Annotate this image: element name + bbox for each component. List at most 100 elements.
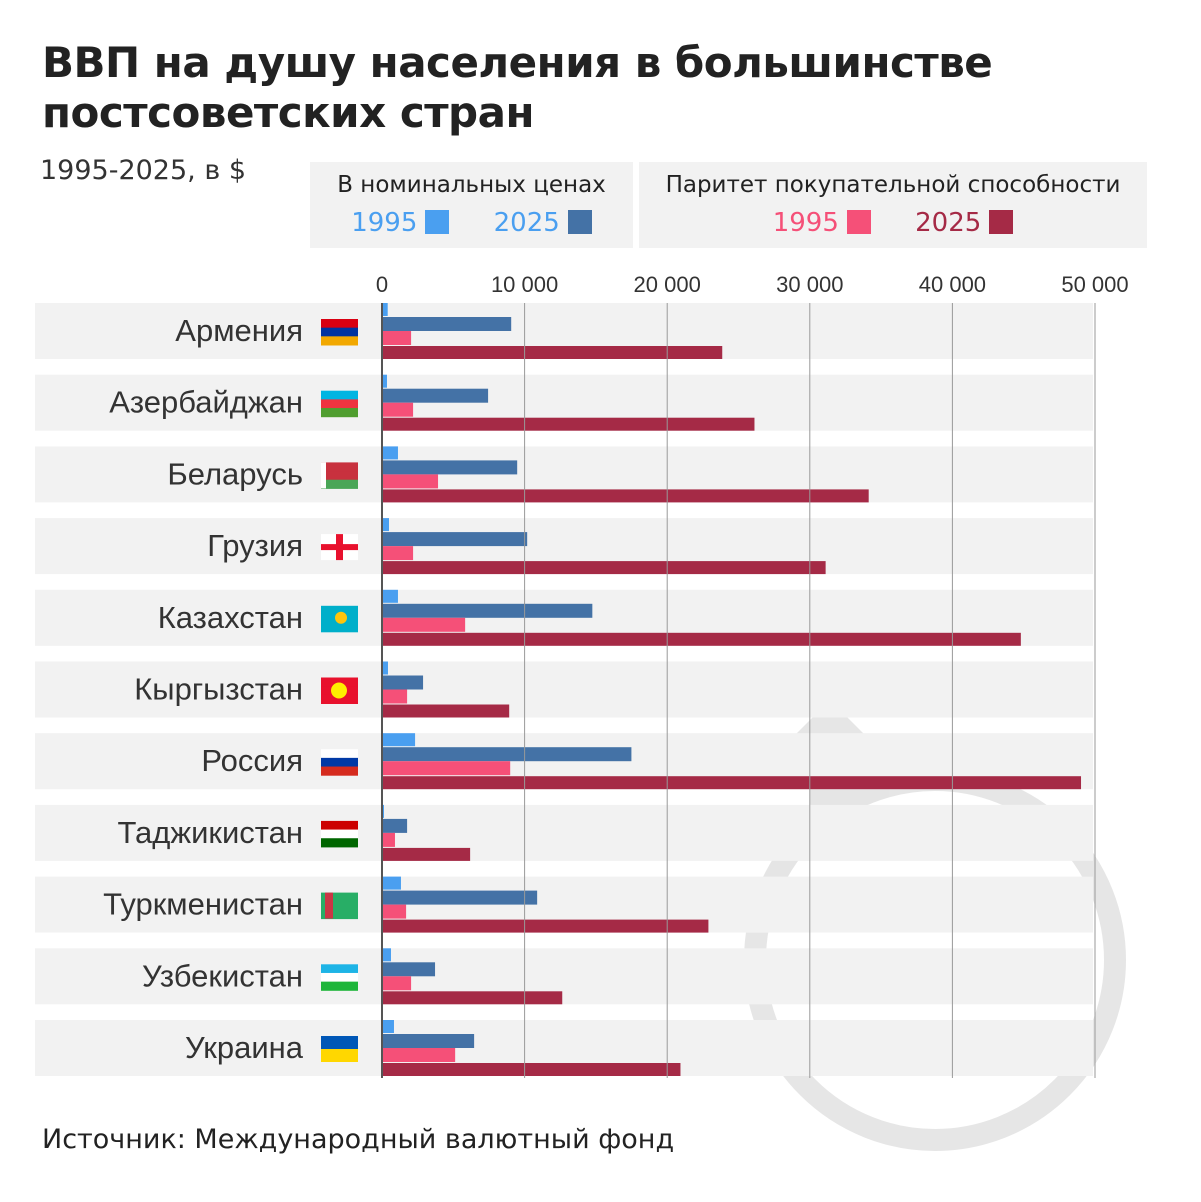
flag-sun [331, 682, 347, 699]
bar-ppp-1995 [383, 832, 395, 847]
bar-nominal-2025 [383, 818, 408, 833]
legend-swatch [425, 210, 450, 234]
bar-nominal-2025 [383, 317, 512, 331]
bar-nominal-1995 [383, 733, 416, 747]
bar-nominal-1995 [383, 518, 389, 532]
bar-ppp-1995 [383, 689, 408, 704]
legend-ppp-2025: 2025 [915, 208, 1014, 238]
country-label: Узбекистан [142, 958, 303, 993]
bar-ppp-1995 [383, 474, 439, 489]
legend-ppp: Паритет покупательной способности 1995 2… [639, 162, 1147, 248]
georgia-flag [321, 534, 358, 561]
russia-flag [321, 749, 358, 776]
flag-stripe [321, 462, 358, 472]
bar-ppp-1995 [383, 331, 412, 345]
flag-stripe [321, 623, 358, 633]
row-band [35, 661, 1093, 718]
flag-stripe [321, 757, 358, 768]
bar-ppp-2025 [383, 704, 510, 718]
flag-cross [321, 544, 358, 551]
bar-ppp-1995 [383, 1048, 456, 1062]
bar-ppp-2025 [383, 489, 869, 503]
bar-ppp-2025 [383, 346, 723, 359]
country-label: Кыргызстан [134, 672, 303, 707]
bar-ppp-2025 [383, 632, 1021, 646]
bar-ppp-2025 [383, 919, 709, 933]
bar-nominal-2025 [383, 603, 593, 618]
source-note: Источник: Международный валютный фонд [42, 1124, 675, 1155]
flag-stripe [321, 471, 358, 481]
bar-nominal-1995 [383, 661, 388, 675]
flag-stripe [321, 909, 358, 920]
flag-stripe [321, 766, 358, 776]
x-tick-label: 10 000 [491, 272, 558, 297]
bar-ppp-2025 [383, 417, 755, 431]
x-tick-label: 20 000 [634, 272, 701, 297]
bar-ppp-1995 [383, 546, 414, 561]
armenia-flag [321, 319, 358, 346]
azerbaijan-flag [321, 390, 358, 418]
bar-nominal-1995 [383, 374, 387, 388]
flag-stripe [321, 319, 358, 329]
bar-ppp-2025 [383, 847, 471, 861]
row-band [35, 804, 1093, 861]
bar-ppp-2025 [383, 991, 563, 1005]
bar-ppp-1995 [383, 904, 407, 919]
ukraine-flag [321, 1036, 358, 1062]
flag-sun [335, 611, 347, 624]
flag-stripe [321, 694, 358, 704]
tajikistan-flag [321, 820, 358, 848]
flag-stripe [321, 829, 358, 839]
legend-nominal-2025: 2025 [494, 208, 592, 238]
bar-nominal-2025 [383, 460, 518, 475]
bar-nominal-2025 [383, 747, 632, 762]
flag-stripe [321, 964, 358, 974]
kazakhstan-flag [321, 605, 358, 633]
country-label: Украина [185, 1030, 304, 1065]
bar-nominal-1995 [383, 589, 398, 603]
flag-stripe [321, 336, 358, 346]
flag-stripe [321, 327, 358, 337]
bar-ppp-1995 [383, 761, 511, 776]
bar-nominal-1995 [383, 1020, 394, 1033]
legend-ppp-1995: 1995 [773, 208, 871, 238]
bar-nominal-1995 [383, 876, 401, 890]
belarus-flag [321, 462, 358, 489]
bar-nominal-2025 [383, 890, 538, 905]
legend-label: 1995 [772, 208, 839, 238]
legend-nominal: В номинальных ценах 1995 2025 [310, 162, 633, 248]
legend-ppp-heading: Паритет покупательной способности [665, 172, 1121, 198]
bar-ppp-2025 [383, 561, 826, 575]
bar-nominal-2025 [383, 388, 489, 403]
country-label: Беларусь [167, 456, 303, 491]
country-label: Россия [201, 743, 303, 778]
flag-stripe [321, 892, 358, 902]
x-tick-label: 30 000 [776, 272, 843, 297]
bar-ppp-1995 [383, 402, 414, 417]
bar-ppp-2025 [383, 776, 1082, 790]
x-tick-label: 40 000 [919, 272, 986, 297]
bar-nominal-2025 [383, 532, 528, 547]
x-tick-label: 50 000 [1061, 272, 1128, 297]
country-label: Таджикистан [117, 815, 303, 850]
flag-stripe [321, 399, 358, 409]
flag-stripe [321, 408, 358, 418]
bar-nominal-2025 [383, 675, 424, 690]
flag-stripe [321, 981, 358, 991]
flag-carpet [325, 892, 333, 919]
bar-nominal-2025 [383, 1034, 475, 1048]
country-label: Туркменистан [103, 887, 303, 922]
flag-stripe [321, 820, 358, 831]
flag-stripe [321, 972, 358, 983]
bar-nominal-2025 [383, 962, 436, 977]
flag-ornament [321, 462, 326, 489]
bar-nominal-1995 [383, 948, 391, 962]
flag-stripe [321, 479, 358, 489]
country-label: Грузия [207, 528, 303, 563]
bar-ppp-1995 [383, 976, 412, 991]
turkmenistan-flag [321, 892, 358, 920]
flag-stripe [321, 677, 358, 687]
legend-label: 2025 [915, 208, 982, 238]
